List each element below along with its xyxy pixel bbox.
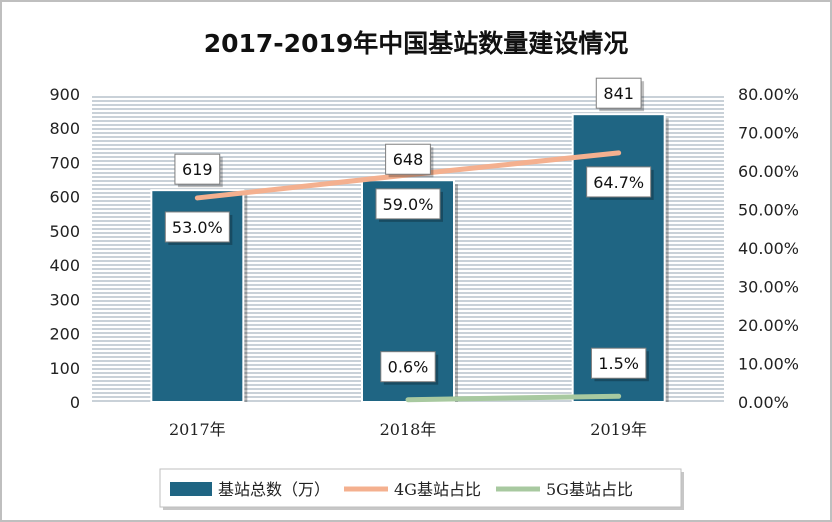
right-tick-label: 80.00% (738, 85, 799, 104)
data-label-box (590, 347, 647, 379)
right-tick-label: 0.00% (738, 393, 789, 412)
left-tick-label: 0 (70, 393, 80, 412)
data-label: 841 (603, 84, 634, 103)
right-axis: 0.00% 10.00% 20.00% 30.00% 40.00% 50.00% 60.00… (738, 85, 799, 412)
line-2 (405, 393, 622, 403)
data-label-box (164, 211, 230, 243)
left-tick-label: 800 (49, 119, 80, 138)
x-tick-label: 2019年 (590, 420, 647, 439)
line-series (194, 150, 622, 403)
data-label-box (586, 166, 652, 198)
data-label-box (595, 77, 642, 109)
right-tick-label: 20.00% (738, 316, 799, 335)
x-axis: 2017年 2018年 2019年 (169, 420, 647, 439)
data-label-box (174, 153, 221, 185)
left-tick-label: 500 (49, 222, 80, 241)
data-label: 648 (393, 150, 424, 169)
legend-box (159, 468, 682, 508)
legend: 基站总数（万） 4G基站占比 5G基站占比 (159, 468, 684, 510)
left-tick-label: 300 (49, 290, 80, 309)
data-labels: 619 648 841 53.0% 59.0% 64.7% 0.6% 1.5% (164, 77, 654, 385)
left-tick-label: 100 (49, 359, 80, 378)
right-tick-label: 10.00% (738, 355, 799, 374)
legend-label: 5G基站占比 (546, 480, 633, 499)
data-label: 1.5% (598, 354, 639, 373)
data-label: 64.7% (593, 173, 644, 192)
left-tick-label: 200 (49, 325, 80, 344)
data-label-box (385, 143, 431, 175)
left-tick-label: 700 (49, 153, 80, 172)
legend-swatch (170, 482, 212, 496)
legend-label: 4G基站占比 (394, 480, 481, 499)
x-tick-label: 2018年 (380, 420, 437, 439)
line-1 (194, 150, 622, 201)
data-label: 0.6% (388, 358, 429, 377)
right-tick-label: 60.00% (738, 162, 799, 181)
right-tick-label: 70.00% (738, 124, 799, 143)
chart-title: 2017-2019年中国基站数量建设情况 (204, 29, 629, 58)
data-label: 619 (182, 160, 213, 179)
legend-label: 基站总数（万） (218, 480, 330, 499)
right-tick-label: 40.00% (738, 239, 799, 258)
left-tick-label: 900 (49, 85, 80, 104)
left-axis: 0 100 200 300 400 500 600 700 800 900 (49, 85, 80, 412)
right-tick-label: 50.00% (738, 201, 799, 220)
data-label-box (375, 188, 441, 220)
data-label: 59.0% (383, 195, 434, 214)
left-tick-label: 400 (49, 256, 80, 275)
left-tick-label: 600 (49, 188, 80, 207)
x-tick-label: 2017年 (169, 420, 226, 439)
data-label: 53.0% (172, 218, 223, 237)
right-tick-label: 30.00% (738, 278, 799, 297)
data-label-box (380, 351, 436, 383)
